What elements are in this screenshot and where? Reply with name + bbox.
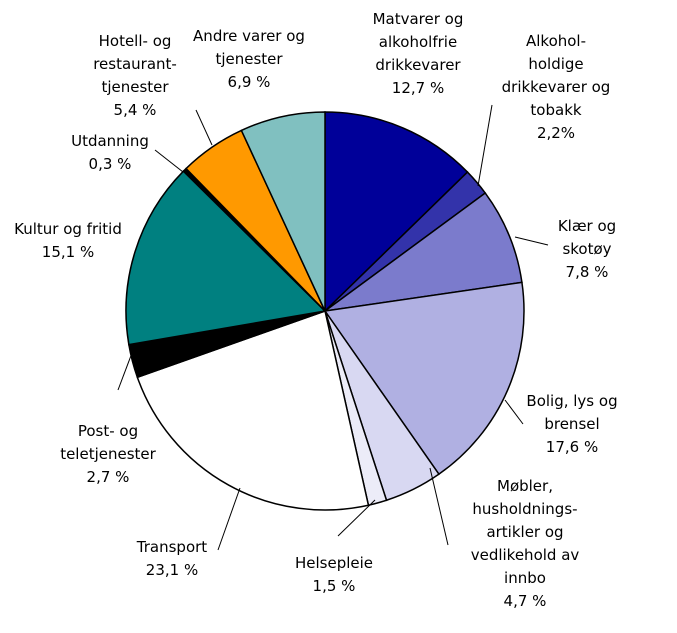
category-label: Møbler, husholdnings-artikler og vedlike… [470, 477, 580, 587]
slice-label: Post- og teletjenester 2,7 % [48, 420, 168, 489]
slice-label: Klær og skotøy 7,8 % [547, 215, 627, 284]
leader-line [514, 236, 549, 246]
pie-slice [240, 111, 326, 312]
category-label: Andre varer og tjenester [193, 27, 305, 68]
value-label: 2,7 % [86, 468, 130, 486]
value-label: 5,4 % [113, 101, 157, 119]
leader-line [504, 399, 524, 425]
value-label: 17,6 % [545, 438, 599, 456]
category-label: Hotell- og restaurant-tjenester [93, 32, 177, 96]
category-label: Klær og skotøy [557, 217, 617, 258]
category-label: Bolig, lys og brensel [526, 392, 618, 433]
category-label: Matvarer og alkoholfrie drikkevarer [372, 10, 464, 74]
leader-line [195, 109, 213, 146]
slice-label: Helsepleie 1,5 % [284, 552, 384, 598]
value-label: 2,2% [536, 124, 576, 142]
category-label: Kultur og fritid [14, 220, 122, 238]
slice-label: Utdanning 0,3 % [60, 130, 160, 176]
value-label: 6,9 % [227, 73, 271, 91]
slice-label: Bolig, lys og brensel 17,6 % [517, 390, 627, 459]
leader-line [429, 467, 449, 546]
category-label: Utdanning [71, 132, 149, 150]
pie-slice [324, 111, 469, 313]
pie-slice [125, 170, 327, 346]
slice-label: Kultur og fritid 15,1 % [3, 218, 133, 264]
leader-line [117, 344, 136, 391]
category-label: Transport [136, 538, 208, 556]
leader-line [217, 487, 241, 551]
category-label: Helsepleie [294, 554, 374, 572]
value-label: 12,7 % [391, 79, 445, 97]
category-label: Post- og teletjenester [60, 422, 156, 463]
category-label: Alkohol-holdige drikkevarer og tobakk [501, 32, 611, 119]
leader-line [477, 104, 493, 187]
pie-slice [323, 281, 525, 476]
pie-slice [136, 310, 370, 511]
slice-label: Andre varer og tjenester 6,9 % [184, 25, 314, 94]
value-label: 15,1 % [41, 243, 95, 261]
value-label: 1,5 % [312, 577, 356, 595]
slice-label: Møbler, husholdnings-artikler og vedlike… [460, 475, 590, 613]
leader-line [337, 499, 376, 537]
slice-label: Hotell- og restaurant-tjenester 5,4 % [85, 30, 185, 122]
value-label: 7,8 % [565, 263, 609, 281]
pie-slice [324, 191, 523, 312]
value-label: 23,1 % [145, 561, 199, 579]
value-label: 4,7 % [503, 592, 547, 610]
slice-label: Transport 23,1 % [122, 536, 222, 582]
slice-label: Matvarer og alkoholfrie drikkevarer 12,7 … [358, 8, 478, 100]
value-label: 0,3 % [88, 155, 132, 173]
slice-label: Alkohol-holdige drikkevarer og tobakk 2,2… [501, 30, 611, 145]
leader-line [154, 149, 184, 173]
